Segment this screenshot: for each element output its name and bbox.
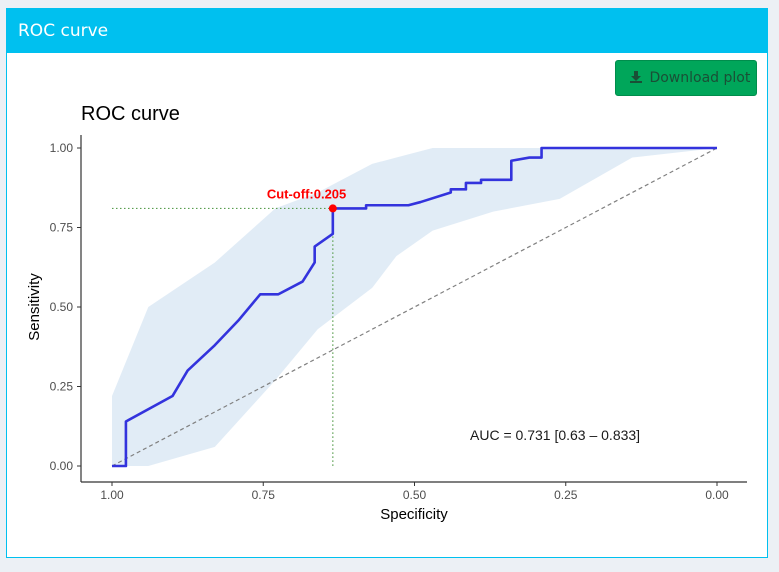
- reference-diagonal: [111, 147, 718, 467]
- cutoff-point: [328, 204, 337, 213]
- roc-panel: ROC curve Download plot: [6, 8, 768, 558]
- roc-curve-line: [112, 146, 717, 468]
- x-tick-label: 1.00: [100, 488, 124, 502]
- y-tick-label: 0.00: [50, 459, 74, 473]
- y-tick-label: 0.25: [50, 380, 74, 394]
- x-tick-label: 0.75: [252, 488, 276, 502]
- auc-annotation: AUC = 0.731 [0.63 – 0.833]: [470, 427, 640, 443]
- cutoff-label: Cut-off:0.205: [267, 186, 346, 201]
- download-plot-label: Download plot: [649, 70, 751, 86]
- download-plot-button[interactable]: Download plot: [615, 60, 757, 96]
- panel-title: ROC curve: [7, 9, 767, 53]
- x-tick-label: 0.25: [554, 488, 578, 502]
- download-icon: [630, 71, 642, 83]
- y-axis-title: Sensitivity: [26, 273, 43, 341]
- y-tick-label: 0.75: [50, 221, 74, 235]
- x-axis-title: Specificity: [380, 506, 448, 523]
- x-tick-label: 0.50: [403, 488, 427, 502]
- y-tick-label: 1.00: [50, 141, 74, 155]
- y-tick-label: 0.50: [50, 300, 74, 314]
- chart-title: ROC curve: [81, 103, 180, 125]
- x-tick-label: 0.00: [705, 488, 729, 502]
